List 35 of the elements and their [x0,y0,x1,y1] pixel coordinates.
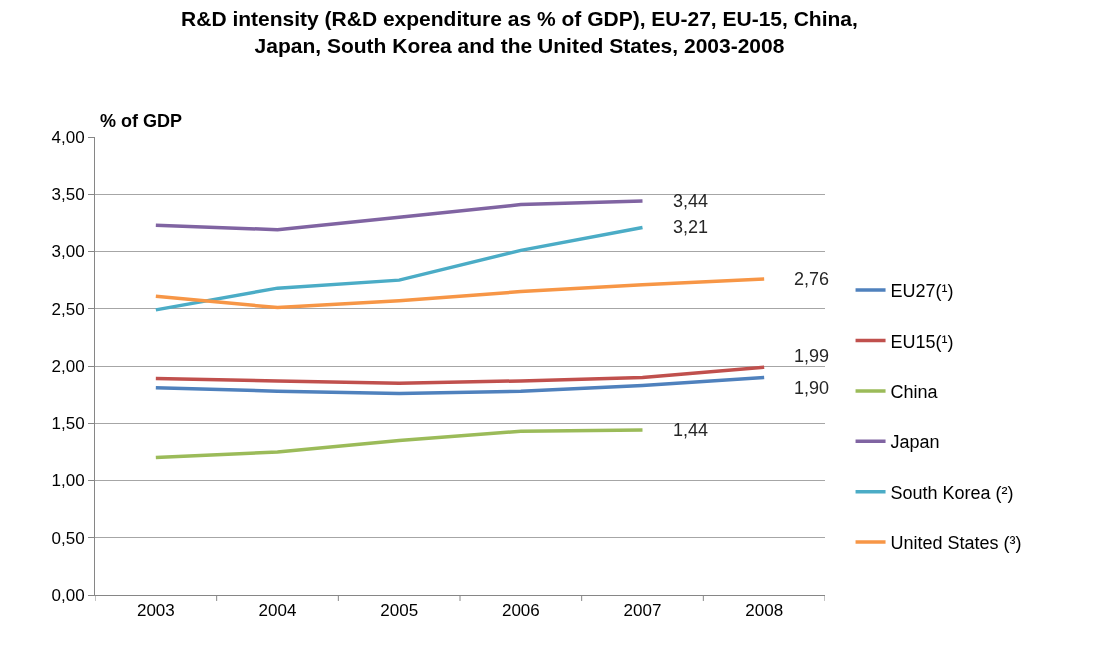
y-tick-label: 1,50 [51,414,85,434]
data-label: 2,76 [794,269,830,289]
y-tick-label: 1,00 [51,471,85,491]
y-tick-label: 2,00 [51,356,85,376]
data-label: 3,44 [673,191,709,211]
x-tick-label: 2005 [380,601,419,621]
line-series [154,199,645,232]
data-label: 1,99 [794,346,830,366]
line-series [154,428,645,460]
x-tick-label: 2007 [623,601,662,621]
data-label: 3,21 [673,217,709,237]
y-tick-label: 3,00 [51,242,85,262]
chart-title: R&D intensity (R&D expenditure as % of GDP), EU-27, EU-15, China, Japan, South Korea and the United States, 2003-2008 [181,7,858,58]
legend-label: Japan [890,432,940,453]
y-axis-title: % of GDP [100,111,183,131]
y-tick-label: 0,00 [51,585,85,605]
y-tick-label: 0,50 [51,528,85,548]
y-tick-label: 4,00 [51,127,85,147]
legend-label: EU15(¹) [890,331,954,352]
x-tick-label: 2008 [745,601,784,621]
line-series [154,225,645,312]
x-tick-label: 2006 [501,601,540,621]
y-tick-label: 2,50 [51,299,85,319]
line-series [154,277,766,310]
data-label: 1,90 [794,378,830,398]
x-tick-label: 2004 [258,601,297,621]
line-series [154,375,766,396]
line-series [154,365,766,385]
data-label: 1,44 [673,420,709,440]
y-tick-label: 3,50 [51,185,85,205]
legend-label: China [890,381,939,402]
legend-label: South Korea (²) [890,482,1014,503]
x-tick-label: 2003 [136,601,175,621]
legend-label: United States (³) [890,533,1022,554]
legend-label: EU27(¹) [890,281,954,302]
